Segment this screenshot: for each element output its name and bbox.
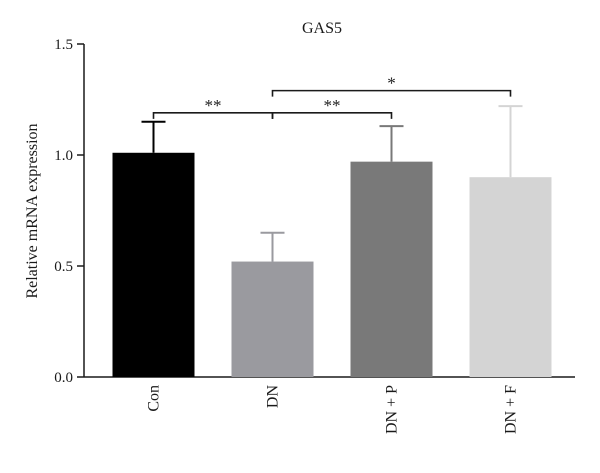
significance-bracket — [271, 89, 512, 97]
x-tick-label: Con — [146, 385, 163, 412]
y-tick-label: 0.0 — [54, 370, 73, 386]
x-tick-label: DN + P — [384, 385, 401, 434]
significance-label: ** — [324, 96, 341, 115]
x-tick-label: DN + F — [503, 385, 520, 434]
y-axis-title: Relative mRNA expression — [24, 123, 41, 298]
significance-label: * — [387, 74, 396, 93]
significance-brackets: ** *** — [152, 74, 512, 119]
bars — [112, 152, 552, 377]
y-axis-ticks: 0.0 0.5 1.0 1.5 — [54, 37, 84, 386]
error-bars — [141, 105, 523, 262]
x-axis-labels: Con DN DN + P DN + F — [146, 385, 520, 434]
significance-label: ** — [205, 96, 222, 115]
significance-bracket — [271, 112, 393, 119]
bar-dn-f — [469, 177, 552, 377]
y-tick-label: 0.5 — [54, 259, 73, 275]
y-tick-label: 1.5 — [54, 37, 73, 53]
bar-dn-p — [350, 161, 433, 377]
chart-title: GAS5 — [302, 20, 342, 37]
bar-dn — [231, 261, 314, 377]
x-tick-label: DN — [265, 385, 282, 409]
bar-con — [112, 152, 195, 377]
y-tick-label: 1.0 — [54, 148, 73, 164]
